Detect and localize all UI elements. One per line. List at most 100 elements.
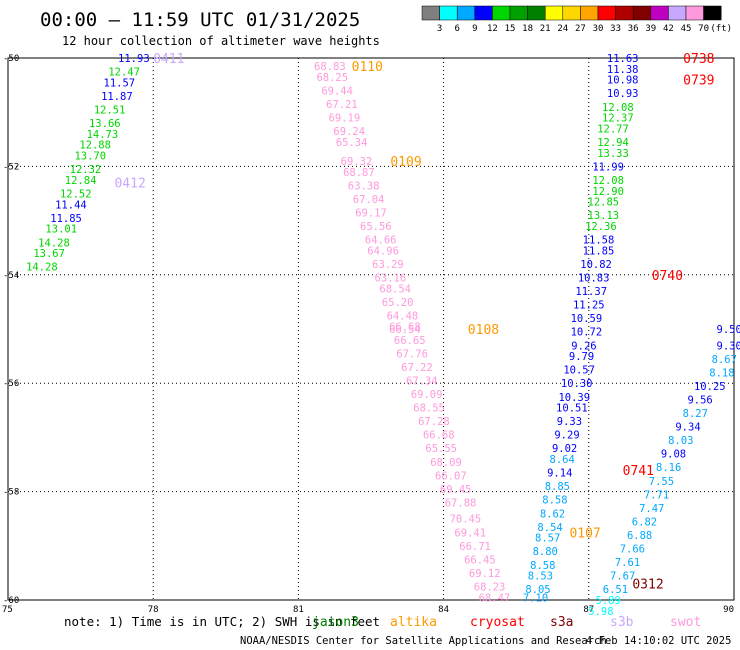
wave-height-label: 63.38 [348,180,380,192]
pass-label: 0109 [390,155,421,170]
wave-height-label: 67.04 [353,194,385,206]
wave-height-label: 6.82 [632,516,657,528]
wave-height-label: 10.83 [578,273,610,285]
wave-height-label: 70.45 [450,514,482,526]
colorbar-swatch [632,5,652,21]
wave-height-label: 64.96 [367,245,399,257]
wave-height-label: 8.18 [709,367,734,379]
wave-height-label: 67.22 [401,362,433,374]
colorbar-tick-label: 24 [557,24,568,34]
wave-height-label: 11.99 [592,161,624,173]
satellite-label-altika: altika [390,615,437,630]
colorbar-swatch [650,5,669,21]
plot-area: 75 78 81 84 87 90 -50 -52 -54 -56 -58 -60 11.93 12.4… [2,52,740,618]
y-tick-label: -52 [3,162,19,172]
credit-organization: NOAA/NESDIS Center for Satellite Applica… [240,635,607,647]
wave-height-label: 13.13 [588,210,620,222]
colorbar-tick-label: 9 [472,24,477,34]
wave-height-label: 7.55 [649,476,674,488]
wave-height-label: 68.87 [343,167,375,179]
axis-ticks: 75 78 81 84 87 90 -50 -52 -54 -56 -58 -60 [2,54,734,615]
colorbar-tick-label: 6 [454,24,459,34]
colorbar-tick-label: 39 [645,24,656,34]
wave-height-label: 11.38 [607,64,639,76]
wave-height-label: 6.51 [603,584,628,596]
colorbar-tick-label: 21 [540,24,551,34]
wave-height-label: 69.17 [355,207,387,219]
wave-height-label: 8.67 [712,354,737,366]
colorbar-tick-label: 42 [663,24,674,34]
wave-height-label: 66.54 [389,324,421,336]
wave-height-label: 6.88 [627,530,652,542]
wave-height-label: 8.85 [545,481,570,493]
wave-height-label: 10.39 [558,392,590,404]
colorbar-tick-label: 27 [575,24,586,34]
pass-label: 0412 [114,177,145,192]
wave-height-label: 68.23 [474,581,506,593]
wave-height-label: 9.79 [569,351,594,363]
colorbar-swatch [544,5,564,21]
wave-height-label: 8.58 [542,495,567,507]
wave-height-label: 12.47 [108,67,140,79]
pass-label: 0312 [632,578,663,593]
wave-height-label: 69.41 [454,527,486,539]
colorbar-swatch [474,5,493,21]
wave-height-label: 9.56 [687,394,712,406]
credit-timestamp: 4 Feb 14:10:02 UTC 2025 [586,635,731,647]
wave-height-label: 11.85 [583,245,615,257]
wave-height-label: 8.53 [528,571,553,583]
satellite-label-jason3: jason3 [312,615,359,630]
x-tick-label: 81 [293,605,304,615]
wave-height-label: 66.68 [423,430,455,442]
wave-height-label: 13.66 [89,118,121,130]
wave-height-label: 66.07 [435,470,467,482]
pass-label: 0739 [683,74,714,89]
wave-height-label: 14.28 [38,237,70,249]
wave-height-label: 69.45 [440,484,472,496]
footnote: note: 1) Time is in UTC; 2) SWH is in fe… [64,614,380,629]
wave-height-label: 14.28 [26,262,58,274]
colorbar-swatch [509,5,528,21]
colorbar-tick-label: 36 [628,24,639,34]
wave-height-label: 66.65 [394,335,426,347]
wave-height-label: 9.29 [554,430,579,442]
wave-height-label: 11.85 [50,213,82,225]
wave-height-label: 11.87 [101,91,133,103]
wave-height-label: 10.25 [694,381,726,393]
wave-height-label: 10.72 [571,327,603,339]
wave-height-label: 8.16 [656,462,681,474]
wave-height-label: 13.01 [45,224,77,236]
colorbar-tick-label: (ft) [710,24,732,34]
satellite-label-swot: swot [670,615,701,630]
wave-height-label: 67.28 [418,416,450,428]
wave-height-label: 65.20 [382,297,414,309]
wave-height-label: 12.52 [60,189,92,201]
wave-height-label: 64.66 [365,235,397,247]
wave-height-label: 11.93 [118,53,150,65]
colorbar-swatch [597,5,616,21]
wave-height-label: 10.98 [607,75,639,87]
chart-title: 00:00 – 11:59 UTC 01/31/2025 [40,9,360,31]
wave-height-label: 9.02 [552,443,577,455]
wave-height-label: 12.51 [94,104,126,116]
wave-height-label: 8.64 [550,454,575,466]
wave-height-label: 12.94 [597,137,629,149]
colorbar-legend: 3 6 9 12 15 18 21 24 27 30 33 36 39 42 45 70 (ft) [421,5,732,34]
wave-height-label: 66.71 [459,541,491,553]
pass-label: 0107 [569,526,600,541]
wave-height-label: 7.61 [615,557,640,569]
wave-height-label: 69.24 [333,126,365,138]
wave-height-label: 12.88 [79,140,111,152]
wave-height-label: 5.98 [588,606,613,618]
wave-height-label: 68.09 [430,457,462,469]
wave-height-label: 11.44 [55,199,87,211]
wave-height-label: 9.14 [547,468,572,480]
pass-label: 0738 [683,52,714,67]
wave-height-label: 63.29 [372,259,404,271]
wave-height-label: 13.33 [597,148,629,160]
wave-height-label: 8.80 [533,546,558,558]
wave-height-label: 13.70 [74,151,106,163]
wave-height-label: 11.63 [607,53,639,65]
